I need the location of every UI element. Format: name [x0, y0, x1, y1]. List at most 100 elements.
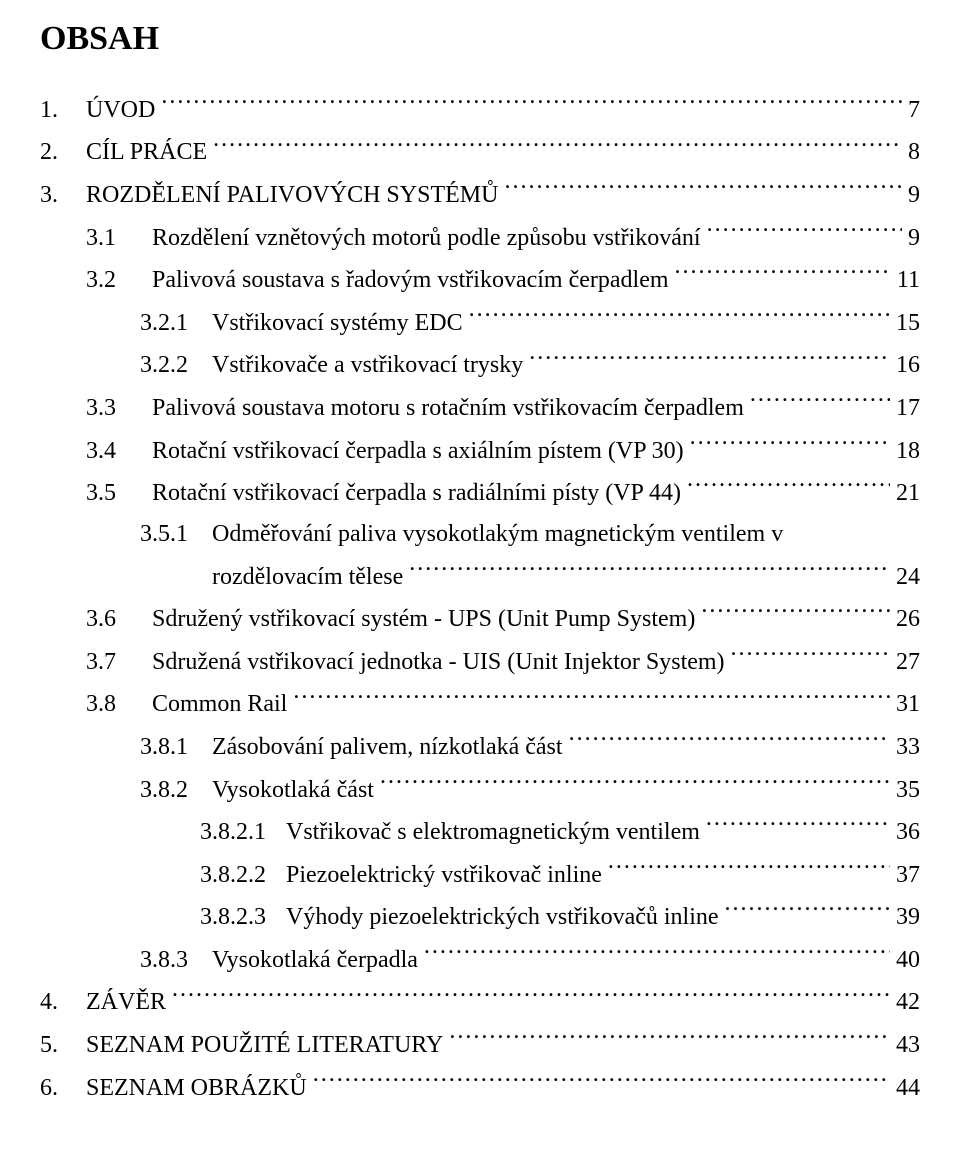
toc-entry: 3.8.3Vysokotlaká čerpadla 40	[40, 938, 920, 981]
toc-entry: 3.2.2Vstřikovače a vstřikovací trysky 16	[40, 344, 920, 387]
toc-entry-page: 16	[890, 345, 920, 386]
toc-entry-text: Piezoelektrický vstřikovač inline	[286, 855, 608, 896]
toc-leader	[213, 131, 902, 160]
toc-leader	[409, 555, 890, 584]
toc-entry-text-cont: rozdělovacím tělese	[212, 557, 409, 598]
toc-entry-text: CÍL PRÁCE	[86, 132, 213, 173]
toc-entry-number: 3.8.2.1	[200, 812, 286, 853]
toc-leader	[608, 853, 890, 882]
toc-entry-number: 3.7	[86, 642, 152, 683]
toc-entry-text: Vstřikovač s elektromagnetickým ventilem	[286, 812, 706, 853]
toc-title: OBSAH	[40, 20, 920, 58]
toc-leader	[725, 895, 890, 924]
toc-entry-number: 5.	[40, 1025, 86, 1066]
toc-entry-text: ZÁVĚR	[86, 982, 172, 1023]
toc-entry-number: 3.2.2	[140, 345, 212, 386]
toc-entry-page: 9	[902, 218, 920, 259]
toc-entry-text: Vstřikovací systémy EDC	[212, 303, 469, 344]
toc-leader	[380, 768, 890, 797]
toc-entry-number: 3.1	[86, 218, 152, 259]
toc-entry-text: Rotační vstřikovací čerpadla s axiálním …	[152, 431, 690, 472]
toc-leader	[172, 981, 890, 1010]
toc-entry: 2.CÍL PRÁCE8	[40, 131, 920, 174]
toc-entry-text: SEZNAM POUŽITÉ LITERATURY	[86, 1025, 449, 1066]
toc-leader	[424, 938, 890, 967]
toc-leader	[690, 429, 890, 458]
toc-entry: 3.ROZDĚLENÍ PALIVOVÝCH SYSTÉMŮ9	[40, 173, 920, 216]
toc-entry-page: 33	[890, 727, 920, 768]
toc-entry-number: 3.2.1	[140, 303, 212, 344]
toc-entry-number: 3.5.1	[140, 514, 212, 555]
toc-entry-number: 3.3	[86, 388, 152, 429]
toc-entry: 3.5Rotační vstřikovací čerpadla s radiál…	[40, 471, 920, 514]
toc-entry-number: 3.8.2.3	[200, 897, 286, 938]
toc-entry-number: 3.8	[86, 684, 152, 725]
toc-entry-number: 3.2	[86, 260, 152, 301]
toc-entry-page: 36	[890, 812, 920, 853]
toc-entry-page: 9	[902, 175, 920, 216]
toc-entry-page: 40	[890, 940, 920, 981]
toc-entry-text: ÚVOD	[86, 90, 161, 131]
toc-leader	[701, 597, 890, 626]
toc-entry: 3.8.2.1Vstřikovač s elektromagnetickým v…	[40, 810, 920, 853]
toc-entry-text: Rozdělení vznětových motorů podle způsob…	[152, 218, 707, 259]
toc-entry-text: Zásobování palivem, nízkotlaká část	[212, 727, 569, 768]
toc-entry: 3.2.1Vstřikovací systémy EDC15	[40, 301, 920, 344]
toc-entry: 6.SEZNAM OBRÁZKŮ 44	[40, 1066, 920, 1109]
toc-entry-page: 11	[891, 260, 920, 301]
toc-entry: 3.5.1Odměřování paliva vysokotlakým magn…	[40, 514, 920, 597]
toc-entry-number: 3.8.2	[140, 770, 212, 811]
toc-entry-number: 1.	[40, 90, 86, 131]
toc-list: 1.ÚVOD 72.CÍL PRÁCE83.ROZDĚLENÍ PALIVOVÝC…	[40, 88, 920, 1108]
toc-entry-text: Rotační vstřikovací čerpadla s radiálním…	[152, 473, 687, 514]
toc-entry-text: Common Rail	[152, 684, 293, 725]
toc-entry-text: Výhody piezoelektrických vstřikovačů inl…	[286, 897, 725, 938]
toc-leader	[504, 173, 902, 202]
toc-entry-page: 17	[890, 388, 920, 429]
toc-entry-page: 44	[890, 1068, 920, 1109]
toc-entry-number: 2.	[40, 132, 86, 173]
toc-leader	[529, 344, 890, 373]
toc-entry: 3.8.2.3Výhody piezoelektrických vstřikov…	[40, 895, 920, 938]
toc-leader	[750, 386, 890, 415]
toc-leader	[707, 216, 902, 245]
toc-leader	[293, 683, 890, 712]
toc-entry-text: Odměřování paliva vysokotlakým magnetick…	[212, 514, 789, 555]
toc-entry-text: Sdružená vstřikovací jednotka - UIS (Uni…	[152, 642, 731, 683]
toc-entry-text: Palivová soustava motoru s rotačním vstř…	[152, 388, 750, 429]
toc-entry-number: 3.8.2.2	[200, 855, 286, 896]
toc-leader	[449, 1023, 890, 1052]
toc-entry-page: 26	[890, 599, 920, 640]
toc-entry-number: 4.	[40, 982, 86, 1023]
document-page: OBSAH 1.ÚVOD 72.CÍL PRÁCE83.ROZDĚLENÍ PAL…	[0, 0, 960, 1128]
toc-leader	[687, 471, 890, 500]
toc-entry-text: SEZNAM OBRÁZKŮ	[86, 1068, 313, 1109]
toc-entry-page: 39	[890, 897, 920, 938]
toc-entry-text: Vysokotlaká část	[212, 770, 380, 811]
toc-entry: 3.3Palivová soustava motoru s rotačním v…	[40, 386, 920, 429]
toc-entry-page: 7	[902, 90, 920, 131]
toc-entry-number: 6.	[40, 1068, 86, 1109]
toc-entry-number: 3.8.3	[140, 940, 212, 981]
toc-entry: 3.4Rotační vstřikovací čerpadla s axiáln…	[40, 429, 920, 472]
toc-entry: 3.8.2Vysokotlaká část35	[40, 768, 920, 811]
toc-leader	[569, 725, 890, 754]
toc-entry-number: 3.8.1	[140, 727, 212, 768]
toc-entry-number: 3.	[40, 175, 86, 216]
toc-entry: 3.2Palivová soustava s řadovým vstřikova…	[40, 258, 920, 301]
toc-entry-text: Vysokotlaká čerpadla	[212, 940, 424, 981]
toc-leader	[313, 1066, 890, 1095]
toc-entry-page: 31	[890, 684, 920, 725]
toc-entry-number: 3.5	[86, 473, 152, 514]
toc-entry-page: 21	[890, 473, 920, 514]
toc-entry: 1.ÚVOD 7	[40, 88, 920, 131]
toc-entry-page: 27	[890, 642, 920, 683]
toc-entry: 3.8.2.2Piezoelektrický vstřikovač inline…	[40, 853, 920, 896]
toc-entry-page: 24	[890, 557, 920, 598]
toc-entry: 3.8Common Rail 31	[40, 683, 920, 726]
toc-entry-page: 37	[890, 855, 920, 896]
toc-entry: 3.1Rozdělení vznětových motorů podle způ…	[40, 216, 920, 259]
toc-entry-number: 3.4	[86, 431, 152, 472]
toc-entry-text: Vstřikovače a vstřikovací trysky	[212, 345, 529, 386]
toc-leader	[675, 258, 891, 287]
